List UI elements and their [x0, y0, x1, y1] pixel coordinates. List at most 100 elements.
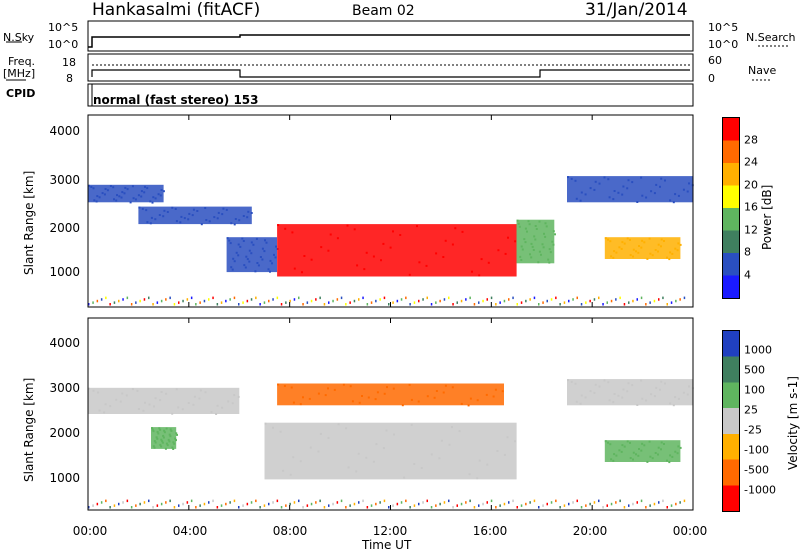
noise-dot	[298, 296, 300, 300]
noise-dot	[255, 499, 257, 503]
scatter-dot	[120, 196, 123, 199]
scatter-dot	[660, 177, 663, 180]
scatter-dot	[356, 264, 359, 267]
noise-dot	[272, 501, 274, 504]
scatter-dot	[393, 433, 395, 436]
scatter-dot	[386, 386, 388, 389]
scatter-dot	[112, 186, 115, 189]
freq-unit-label: [MHz]	[3, 67, 36, 80]
noise-dot	[615, 501, 617, 504]
scatter-dot	[196, 210, 199, 212]
colorbar-tick-label: 24	[744, 155, 758, 169]
scatter-dot	[608, 399, 611, 402]
scatter-dot	[635, 453, 637, 456]
scatter-dot	[551, 240, 554, 243]
scatter-dot	[632, 451, 635, 454]
scatter-dot	[674, 247, 677, 250]
scatter-dot	[451, 426, 453, 429]
scatter-dot	[308, 397, 311, 400]
scatter-dot	[618, 449, 621, 452]
scatter-dot	[433, 396, 436, 399]
noise-dot	[529, 298, 531, 301]
noise-dot	[96, 502, 99, 506]
xtick-4: 16:00	[472, 524, 508, 538]
scatter-dot	[272, 426, 274, 429]
scatter-dot	[570, 380, 573, 383]
scatter-dot	[669, 454, 672, 457]
scatter-dot	[149, 222, 152, 225]
scatter-dot	[492, 395, 495, 398]
scatter-dot	[210, 411, 213, 414]
scatter-dot	[629, 254, 632, 256]
scatter-dot	[626, 390, 629, 393]
scatter-dot	[486, 463, 489, 466]
scatter-dot	[158, 427, 161, 430]
noise-dot	[122, 501, 124, 504]
noise-dot	[130, 303, 133, 306]
scatter-dot	[180, 215, 183, 218]
scatter-dot	[524, 227, 527, 230]
scatter-dot	[176, 433, 178, 436]
scatter-dot	[152, 445, 155, 448]
scatter-dot	[137, 408, 140, 410]
noise-dot	[435, 301, 437, 304]
scatter-dot	[520, 259, 523, 261]
noise-dot	[576, 499, 578, 503]
colorbar-tick-label: 8	[744, 245, 751, 259]
scatter-dot	[380, 259, 382, 262]
noise-dot	[392, 504, 394, 507]
noise-dot	[109, 303, 111, 306]
scatter-dot	[682, 391, 685, 394]
scatter-dot	[165, 427, 168, 430]
noise-dot	[623, 303, 626, 306]
scatter-dot	[303, 255, 306, 257]
noise-dot	[580, 303, 583, 306]
scatter-region-3	[277, 383, 504, 406]
scatter-dot	[121, 191, 124, 194]
scatter-dot	[598, 385, 601, 388]
scatter-dot	[257, 264, 260, 267]
scatter-dot	[638, 448, 640, 450]
scatter-dot	[181, 408, 184, 411]
noise-dot	[96, 299, 99, 303]
scatter-dot	[337, 423, 340, 426]
scatter-dot	[274, 256, 277, 259]
noise-dot	[345, 303, 347, 306]
noise-dot	[173, 506, 176, 509]
scatter-dot	[604, 237, 607, 240]
scatter-dot	[503, 453, 506, 456]
scatter-dot	[136, 389, 139, 392]
noise-dot	[152, 506, 154, 509]
noise-dot	[285, 301, 287, 304]
noise-dot	[383, 499, 386, 503]
scatter-dot	[399, 234, 402, 236]
scatter-dot	[93, 199, 96, 202]
scatter-dot	[103, 193, 106, 196]
colorbar-tick-label: 500	[744, 363, 765, 377]
scatter-dot	[636, 404, 639, 406]
scatter-dot	[309, 446, 312, 449]
scatter-dot	[545, 225, 548, 228]
noise-dot	[126, 499, 129, 503]
power-ylabel: Slant Range [km]	[22, 170, 36, 275]
scatter-dot	[418, 261, 421, 264]
scatter-dot	[637, 251, 640, 254]
scatter-dot	[248, 249, 251, 252]
noise-dot	[602, 303, 604, 306]
scatter-dot	[145, 209, 148, 212]
scatter-dot	[669, 402, 672, 405]
noise-dot	[246, 502, 249, 506]
velocity-panel	[88, 379, 694, 509]
scatter-dot	[534, 238, 537, 241]
nsky-hi-tick-right: 10^5	[708, 21, 739, 34]
scatter-dot	[160, 189, 163, 191]
noise-dot	[293, 501, 296, 504]
noise-dot	[160, 299, 163, 303]
scatter-dot	[594, 180, 597, 183]
scatter-dot	[292, 456, 295, 459]
power-ytick-1000: 1000	[49, 265, 80, 279]
scatter-dot	[233, 223, 236, 226]
scatter-dot	[375, 443, 378, 446]
scatter-dot	[660, 380, 663, 383]
noise-dot	[413, 301, 416, 304]
